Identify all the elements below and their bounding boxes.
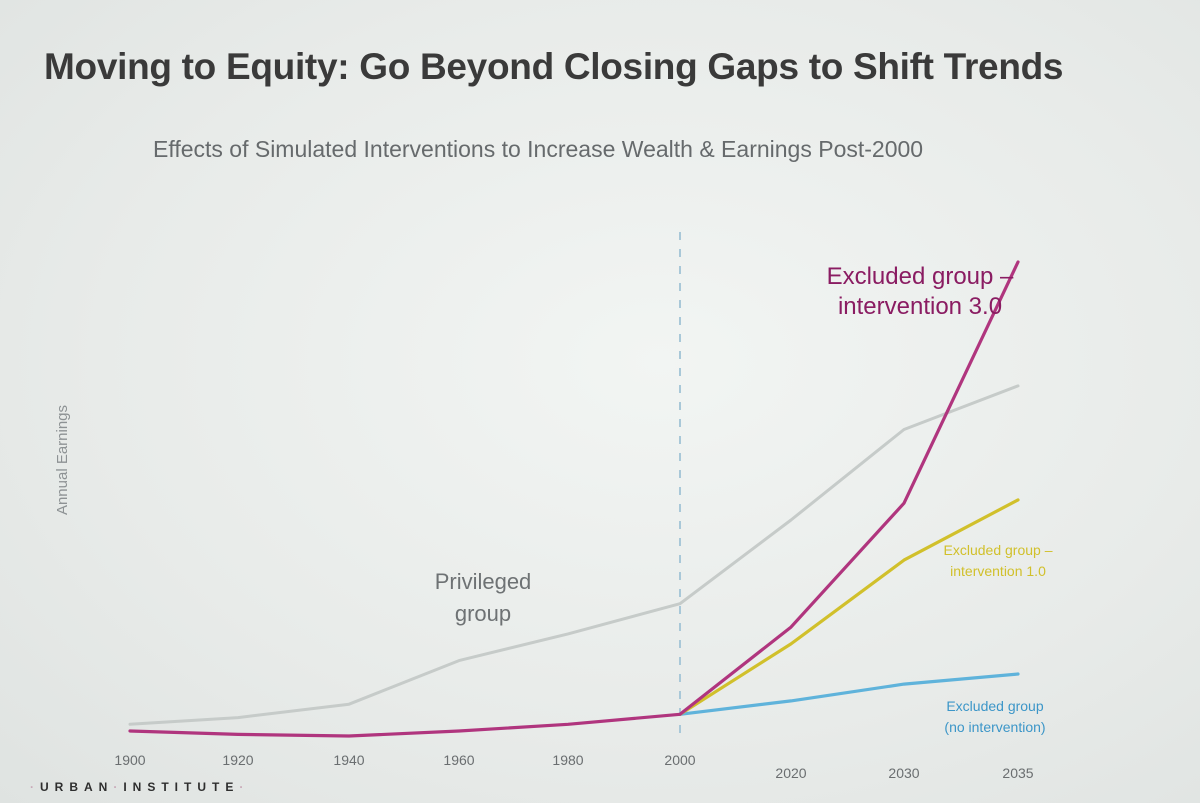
series-label-no_intervention: (no intervention): [944, 719, 1045, 735]
x-tick-label: 1980: [552, 752, 583, 768]
x-tick-label: 2035: [1002, 765, 1033, 781]
series-layer: [128, 260, 1020, 738]
chart-subtitle: Effects of Simulated Interventions to In…: [153, 136, 924, 162]
series-line-intervention_3: [128, 260, 1020, 738]
series-line-no_intervention: [678, 672, 1020, 716]
series-label-privileged: Privileged: [435, 569, 532, 594]
series-labels: Privileged group Excluded group – intervent…: [435, 263, 1053, 735]
x-tick-label: 1900: [114, 752, 145, 768]
series-line-privileged: [128, 384, 1020, 726]
x-tick-label: 1960: [443, 752, 474, 768]
x-tick-label: 2030: [888, 765, 919, 781]
x-tick-label: 2020: [775, 765, 806, 781]
series-label-intervention_1: Excluded group –: [944, 542, 1053, 558]
x-tick-label: 1920: [222, 752, 253, 768]
series-label-privileged: group: [455, 601, 511, 626]
x-axis-ticks: 1900 1920 1940 1960 1980 2000 2020 2030 2035: [114, 752, 1033, 781]
logo-word-institute: INSTITUTE: [123, 780, 240, 794]
y-axis-label: Annual Earnings: [54, 405, 71, 515]
x-tick-label: 1940: [333, 752, 364, 768]
series-label-intervention_3: Excluded group –: [827, 263, 1014, 290]
series-label-intervention_3: intervention 3.0: [838, 293, 1002, 320]
page-title: Moving to Equity: Go Beyond Closing Gaps…: [44, 46, 1064, 87]
series-label-intervention_1: intervention 1.0: [950, 563, 1046, 579]
logo-word-urban: URBAN: [40, 780, 114, 794]
x-tick-label: 2000: [664, 752, 695, 768]
series-label-no_intervention: Excluded group: [946, 698, 1044, 714]
series-line-intervention_1: [678, 498, 1020, 716]
urban-institute-logo: ·URBAN·INSTITUTE·: [30, 780, 250, 794]
